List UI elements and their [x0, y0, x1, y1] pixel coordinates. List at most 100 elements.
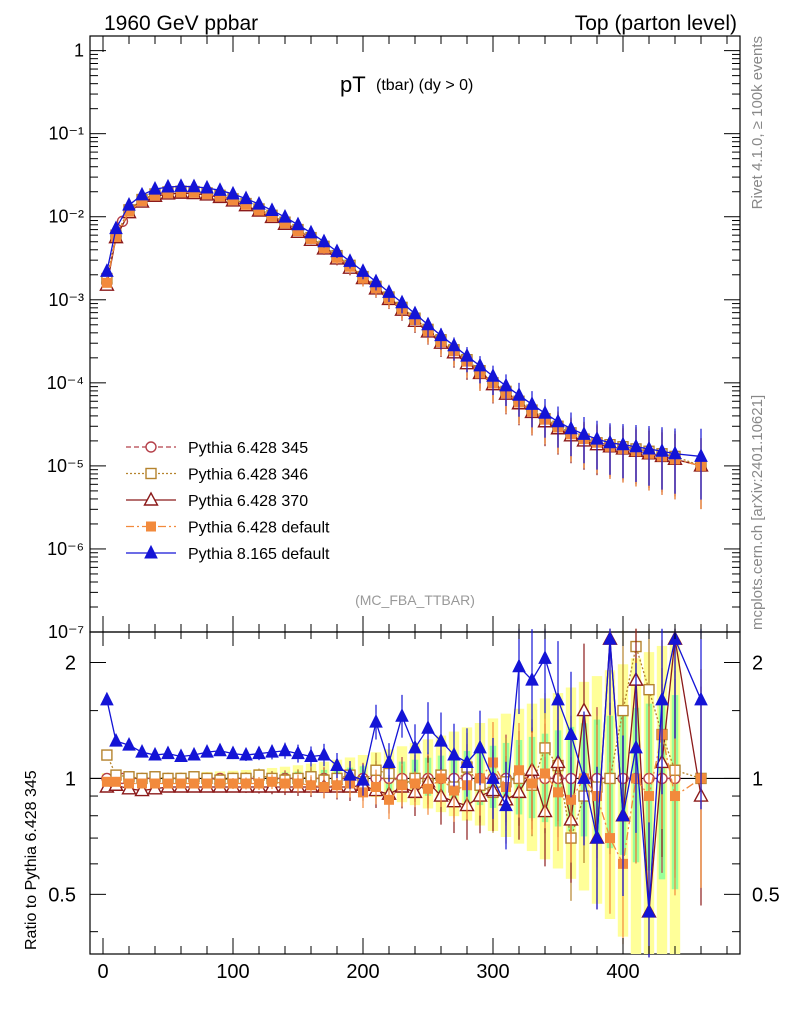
data-point-p8 [369, 273, 383, 288]
ratio-point-p370 [134, 782, 150, 797]
data-point-p8 [330, 243, 344, 258]
data-point-p8 [304, 224, 318, 239]
ratio-point-p8 [213, 742, 227, 757]
ratio-tick-label-left: 1 [65, 768, 76, 790]
ratio-point-p6def [293, 778, 303, 789]
main-tick-label: 10⁻³ [48, 290, 84, 310]
mcplots-label: mcplots.cern.ch [arXiv:2401.10621] [749, 395, 766, 630]
plot-title-sub: (tbar) (dy > 0) [376, 77, 473, 94]
main-tick-label: 1 [74, 41, 84, 61]
data-point-p8 [265, 202, 279, 216]
data-point-p8 [382, 284, 396, 298]
ratio-point-p8 [603, 630, 617, 645]
ratio-point-p8 [421, 720, 435, 734]
ratio-point-p6def [540, 768, 550, 779]
ratio-point-p8 [460, 754, 474, 768]
ratio-tick-label-right: 1 [752, 768, 763, 790]
data-point-p8 [603, 434, 617, 449]
ratio-point-p6def [644, 791, 654, 802]
ratio-point-p8 [538, 650, 552, 664]
ratio-point-p8 [174, 748, 188, 763]
legend: Pythia 6.428 345 Pythia 6.428 346 Pythia 6… [126, 440, 330, 563]
ratio-point-p8 [356, 771, 370, 786]
series-line-p370 [106, 192, 702, 467]
data-point-p8 [525, 396, 539, 410]
legend-marker-p370 [143, 491, 159, 506]
data-point-p8 [499, 377, 513, 392]
data-point-p8 [213, 182, 227, 196]
header-process: Top (parton level) [575, 12, 737, 35]
data-point-p8 [473, 357, 487, 372]
ratio-point-p8 [122, 737, 136, 751]
ratio-point-p6def [241, 778, 251, 789]
rivet-label: Rivet 4.1.0, ≥ 100k events [749, 36, 766, 209]
x-tick-label: 300 [476, 961, 509, 983]
data-point-p8 [590, 431, 604, 445]
data-point-p8 [616, 436, 630, 451]
data-point-p8 [174, 178, 188, 192]
data-point-p8 [460, 347, 474, 362]
ratio-tick-label-left: 0.5 [48, 884, 76, 906]
ratio-point-p8 [629, 739, 643, 754]
ratio-point-p6def [423, 783, 433, 794]
ratio-point-p8 [252, 745, 266, 760]
data-point-p8 [668, 445, 682, 460]
data-point-p8 [161, 178, 175, 193]
ratio-point-p6def [332, 780, 342, 791]
series-line-p345 [106, 190, 676, 458]
ratio-point-p8 [655, 691, 669, 706]
data-point-p6def [101, 277, 112, 288]
ratio-tick-label-right: 2 [752, 652, 763, 674]
ratio-point-p8 [408, 739, 422, 754]
legend-label: Pythia 6.428 370 [188, 493, 308, 510]
ratio-point-p8 [447, 746, 461, 761]
legend-marker-p8 [144, 544, 158, 559]
series-line-p8 [106, 185, 702, 458]
data-point-p8 [187, 178, 201, 193]
ratio-point-p6def [101, 776, 112, 787]
ratio-point-p8 [330, 757, 344, 772]
ratio-point-p8 [512, 658, 526, 673]
ratio-line-p6def [106, 734, 702, 866]
ratio-point-p8 [434, 732, 448, 747]
main-tick-label: 10⁻² [48, 207, 84, 227]
data-point-p8 [538, 405, 552, 419]
main-tick-label: 10⁻⁶ [47, 539, 84, 559]
ratio-point-p6def [150, 778, 160, 789]
ratio-point-p8 [369, 714, 383, 728]
ratio-point-p6def [319, 781, 329, 792]
legend-entry-p345: Pythia 6.428 345 [126, 440, 308, 457]
ratio-point-p8 [577, 770, 591, 784]
x-tick-label: 200 [346, 961, 379, 983]
ratio-point-p8 [200, 744, 214, 758]
ratio-point-p8 [525, 671, 539, 686]
ratio-point-p8 [100, 691, 114, 706]
data-point-p8 [694, 448, 708, 462]
ratio-point-p6def [202, 778, 212, 789]
data-point-p8 [109, 220, 123, 235]
data-point-p8 [278, 208, 292, 223]
legend-marker-p6def [146, 521, 156, 532]
main-tick-label: 10⁻⁵ [47, 456, 84, 476]
data-point-p8 [434, 327, 448, 342]
ratio-point-p6def [111, 776, 121, 787]
ratio-point-p8 [590, 829, 604, 844]
ratio-point-p6def [254, 778, 264, 789]
ratio-point-p6def [410, 778, 420, 789]
legend-label: Pythia 6.428 345 [188, 440, 308, 457]
ratio-point-p8 [239, 746, 253, 761]
ratio-point-p6def [527, 778, 537, 789]
legend-label: Pythia 6.428 default [188, 520, 330, 537]
ratio-point-p8 [161, 745, 175, 760]
legend-marker-p346 [145, 467, 157, 480]
legend-entry-p370: Pythia 6.428 370 [126, 491, 308, 510]
ratio-point-p6def [397, 780, 407, 791]
ratio-tick-label-left: 2 [65, 652, 76, 674]
ratio-ylabel: Ratio to Pythia 6.428 345 [23, 770, 40, 950]
data-point-p8 [122, 196, 136, 211]
ratio-point-p6def [215, 778, 225, 789]
ratio-point-p6def [605, 833, 615, 844]
ratio-point-p8 [694, 691, 708, 706]
data-point-p8 [135, 186, 149, 201]
